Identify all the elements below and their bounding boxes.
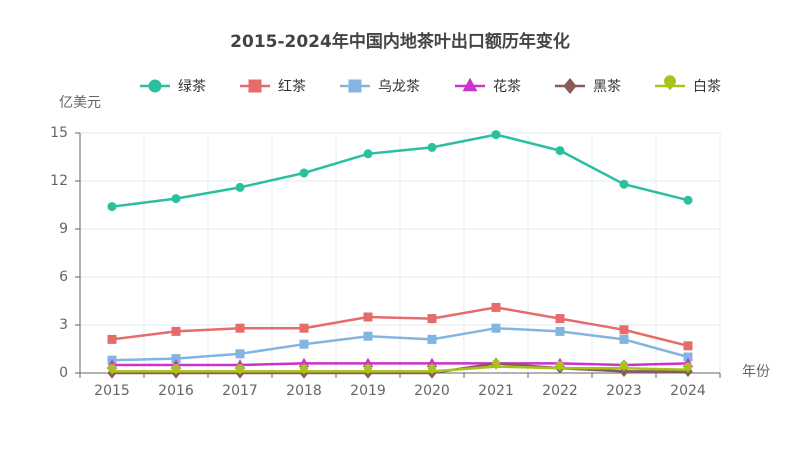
y-tick-label: 15 bbox=[50, 125, 68, 141]
data-point bbox=[235, 182, 245, 192]
x-tick-label: 2021 bbox=[478, 383, 514, 399]
data-point bbox=[107, 202, 117, 212]
data-point bbox=[683, 195, 693, 205]
legend-text: 乌龙茶 bbox=[378, 79, 420, 95]
data-point bbox=[235, 364, 245, 375]
data-point bbox=[491, 323, 501, 333]
data-point bbox=[363, 149, 373, 159]
series-line bbox=[112, 362, 688, 375]
legend-symbol bbox=[664, 75, 676, 91]
legend-symbol bbox=[248, 79, 262, 93]
x-tick-label: 2024 bbox=[670, 383, 706, 399]
data-point bbox=[619, 179, 629, 189]
x-tick-label: 2020 bbox=[414, 383, 450, 399]
data-point bbox=[683, 341, 693, 351]
data-point bbox=[491, 130, 501, 140]
chart-title: 2015-2024年中国内地茶叶出口额历年变化 bbox=[230, 31, 570, 52]
series-line bbox=[112, 362, 689, 367]
y-tick-label: 0 bbox=[59, 365, 68, 381]
y-tick-label: 9 bbox=[59, 221, 68, 237]
y-tick-label: 12 bbox=[50, 173, 68, 189]
data-point bbox=[427, 364, 437, 375]
y-tick-label: 3 bbox=[59, 317, 68, 333]
data-point bbox=[299, 323, 309, 333]
legend-text: 绿茶 bbox=[178, 79, 206, 95]
data-point bbox=[107, 334, 117, 344]
series-line bbox=[111, 306, 689, 348]
x-tick-label: 2018 bbox=[286, 383, 322, 399]
data-point bbox=[619, 334, 629, 344]
legend-symbol bbox=[563, 78, 577, 94]
data-point bbox=[427, 142, 437, 152]
y-tick-label: 6 bbox=[59, 269, 68, 285]
series-line bbox=[111, 326, 689, 362]
data-point bbox=[491, 359, 501, 370]
x-tick-label: 2015 bbox=[94, 383, 130, 399]
legend-text: 花茶 bbox=[493, 79, 521, 95]
legend-symbol bbox=[148, 79, 162, 93]
data-point bbox=[363, 364, 373, 375]
data-point bbox=[555, 146, 565, 156]
data-point bbox=[299, 168, 309, 178]
series-line bbox=[112, 365, 689, 373]
legend-text: 红茶 bbox=[278, 79, 306, 95]
legend-symbol bbox=[348, 79, 362, 93]
data-point bbox=[299, 364, 309, 375]
x-tick-label: 2022 bbox=[542, 383, 578, 399]
data-point bbox=[491, 302, 501, 312]
x-tick-label: 2016 bbox=[158, 383, 194, 399]
data-point bbox=[619, 360, 629, 372]
data-point bbox=[619, 325, 629, 335]
legend-text: 黑茶 bbox=[593, 79, 621, 95]
data-point bbox=[555, 326, 565, 336]
x-tick-label: 2019 bbox=[350, 383, 386, 399]
legend-text: 白茶 bbox=[693, 79, 721, 95]
data-point bbox=[235, 349, 245, 359]
data-point bbox=[555, 360, 565, 372]
y-axis-label: 亿美元 bbox=[59, 95, 101, 111]
data-point bbox=[171, 194, 181, 204]
x-tick-label: 2023 bbox=[606, 383, 642, 399]
data-point bbox=[555, 314, 565, 324]
data-point bbox=[427, 334, 437, 344]
data-point bbox=[171, 326, 181, 336]
data-point bbox=[363, 312, 373, 322]
data-point bbox=[427, 314, 437, 324]
data-point bbox=[235, 323, 245, 333]
data-point bbox=[683, 362, 693, 374]
x-axis-label: 年份 bbox=[742, 364, 770, 380]
data-point bbox=[107, 364, 117, 375]
series-line bbox=[111, 133, 689, 208]
x-tick-label: 2017 bbox=[222, 383, 258, 399]
data-point bbox=[171, 364, 181, 375]
legend-symbol bbox=[462, 77, 478, 92]
data-point bbox=[299, 339, 309, 349]
data-point bbox=[363, 331, 373, 341]
